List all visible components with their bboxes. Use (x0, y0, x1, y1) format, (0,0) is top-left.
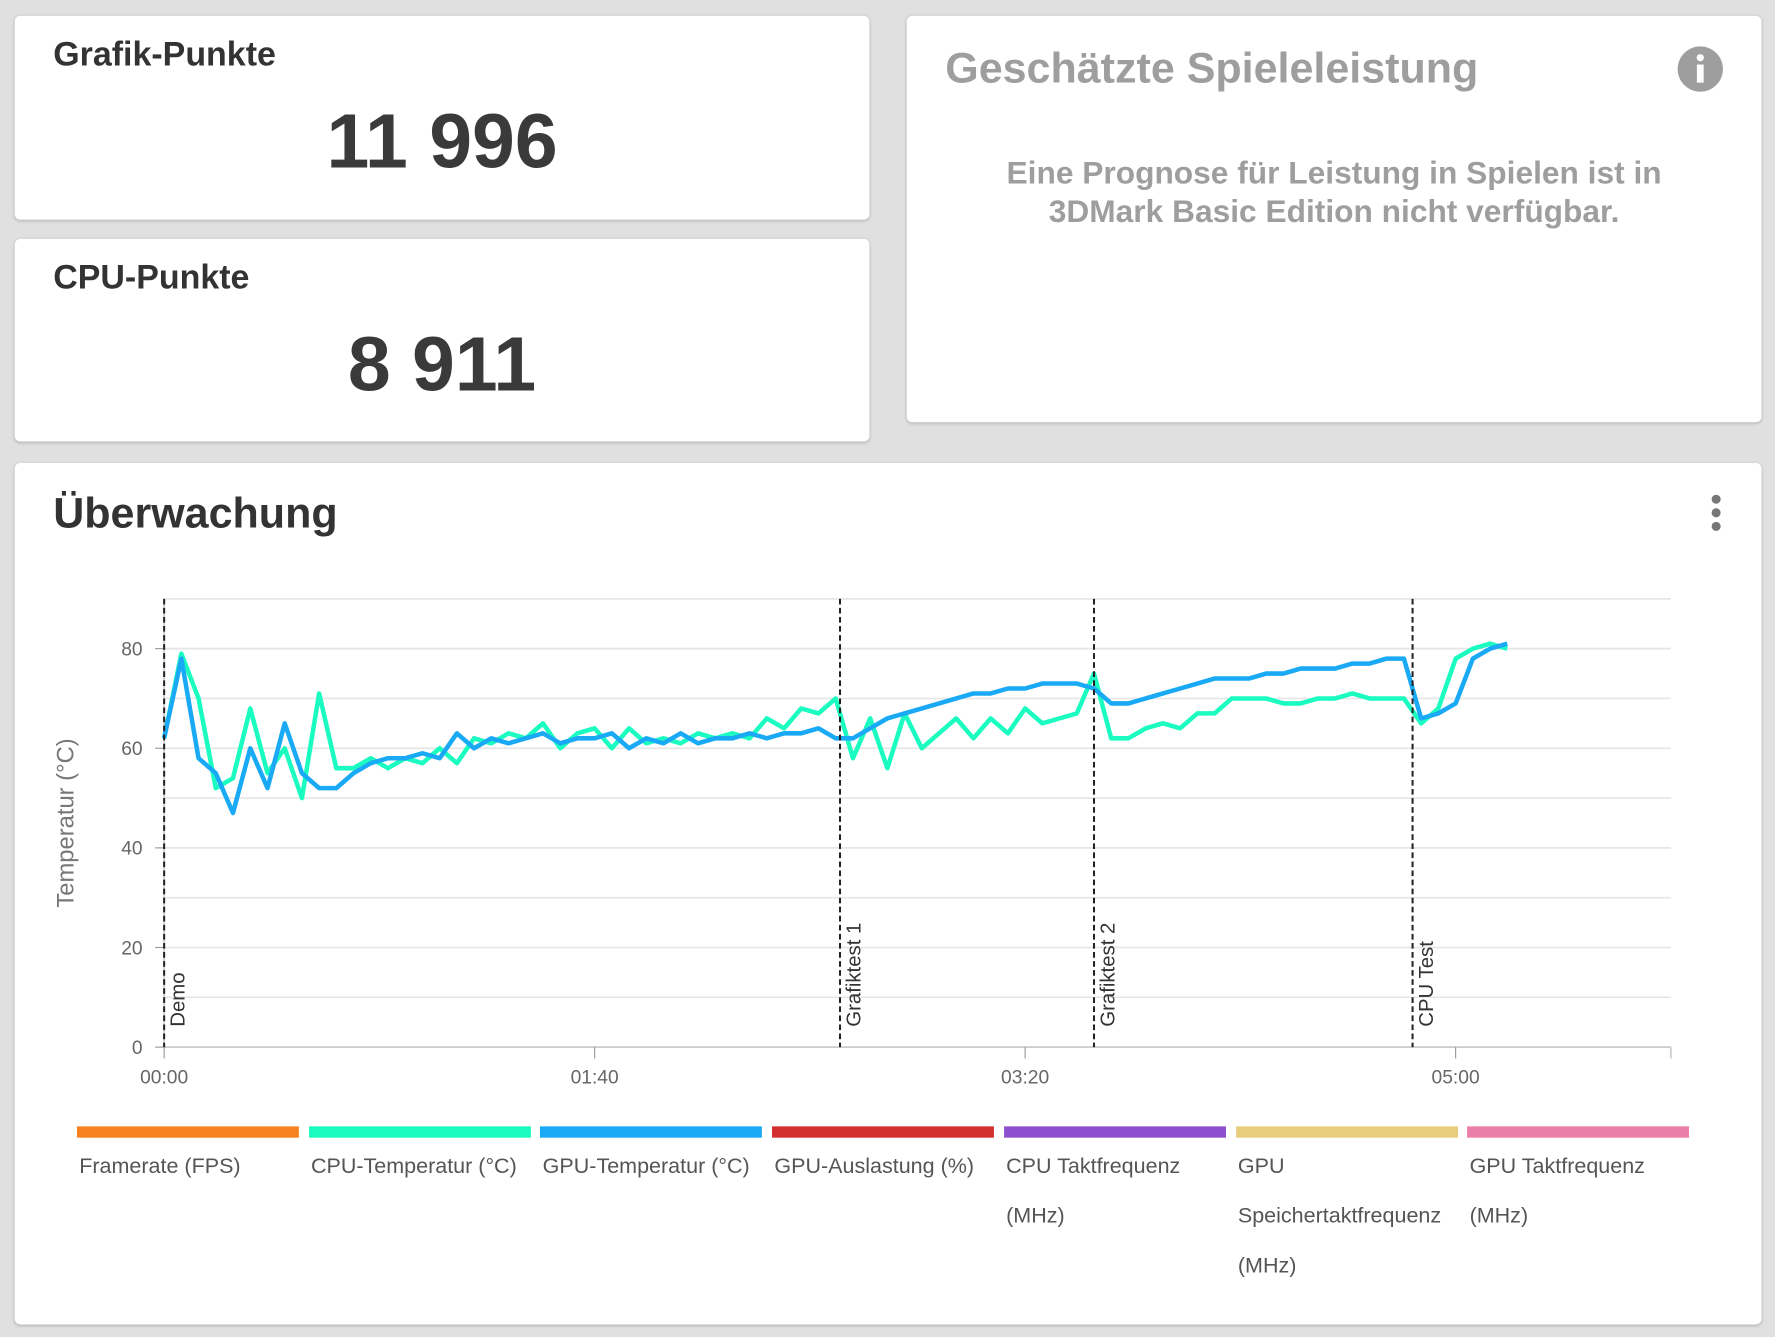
legend-swatch (1235, 1126, 1458, 1138)
legend-label: CPU-Temperatur (°C) (310, 1154, 517, 1179)
series-line (161, 641, 1508, 801)
legend-item[interactable]: GPU-Temperatur (°C) (540, 1126, 763, 1192)
x-tick-label: 01:40 (571, 1067, 619, 1088)
legend-swatch (76, 1126, 299, 1138)
y-axis-label: Temperatur (°C) (53, 738, 80, 907)
legend-swatch (1003, 1126, 1226, 1138)
score: 8 911 (347, 321, 537, 408)
marker-label: CPU Test (1416, 941, 1438, 1027)
legend-label: GPU-Temperatur (°C) (542, 1154, 750, 1179)
legend-label: GPU Speichertaktfrequenz (MHz) (1237, 1154, 1442, 1279)
estimate-text: Eine Prognose für Leistung in Spielen is… (1006, 155, 1662, 229)
x-tick-label: 00:00 (140, 1067, 188, 1088)
y-tick-label: 40 (121, 839, 142, 860)
cpu-score-card: CPU-Punkte 8 911 (14, 238, 870, 442)
legend-item[interactable]: CPU-Temperatur (°C) (308, 1126, 531, 1192)
legend-item[interactable]: GPU Speichertaktfrequenz (MHz) (1235, 1126, 1458, 1291)
card-title: Überwachung (53, 490, 338, 538)
x-tick-label: 05:00 (1432, 1067, 1480, 1088)
legend-label: GPU-Auslastung (%) (774, 1154, 975, 1179)
legend-swatch (540, 1126, 763, 1138)
estimate-card: Geschätzte Spieleleistung Eine Prognose … (906, 15, 1762, 423)
x-tick-label: 03:20 (1001, 1067, 1049, 1088)
monitoring-card: Überwachung (14, 462, 1762, 1325)
marker-label: Grafiktest 1 (843, 923, 865, 1027)
graphics-score-card: Grafik-Punkte 11 996 (14, 15, 870, 220)
legend-label: Framerate (FPS) (79, 1154, 241, 1179)
card-title: CPU-Punkte (53, 259, 250, 297)
legend-item[interactable]: GPU-Auslastung (%) (772, 1126, 995, 1192)
marker-label: Grafiktest 2 (1097, 923, 1119, 1027)
y-tick-label: 0 (132, 1038, 143, 1059)
legend-swatch (1467, 1126, 1690, 1138)
card-title: Grafik-Punkte (53, 36, 276, 74)
legend-item[interactable]: CPU Taktfrequenz (MHz) (1003, 1126, 1226, 1241)
info-icon[interactable] (1677, 45, 1725, 93)
legend-label: CPU Taktfrequenz (MHz) (1006, 1154, 1181, 1229)
y-tick-label: 60 (121, 739, 142, 760)
legend-label: GPU Taktfrequenz (MHz) (1469, 1154, 1645, 1229)
marker-label: Demo (168, 972, 190, 1026)
legend-item[interactable]: Framerate (FPS) (76, 1126, 299, 1192)
legend-swatch (308, 1126, 531, 1138)
legend-item[interactable]: GPU Taktfrequenz (MHz) (1467, 1126, 1690, 1241)
card-title: Geschätzte Spieleleistung (945, 45, 1479, 93)
legend-swatch (772, 1126, 995, 1138)
menu-button[interactable] (1707, 494, 1725, 533)
y-tick-label: 80 (121, 639, 142, 660)
score: 11 996 (326, 98, 558, 185)
y-tick-label: 20 (121, 938, 142, 959)
series-line (161, 641, 1508, 816)
